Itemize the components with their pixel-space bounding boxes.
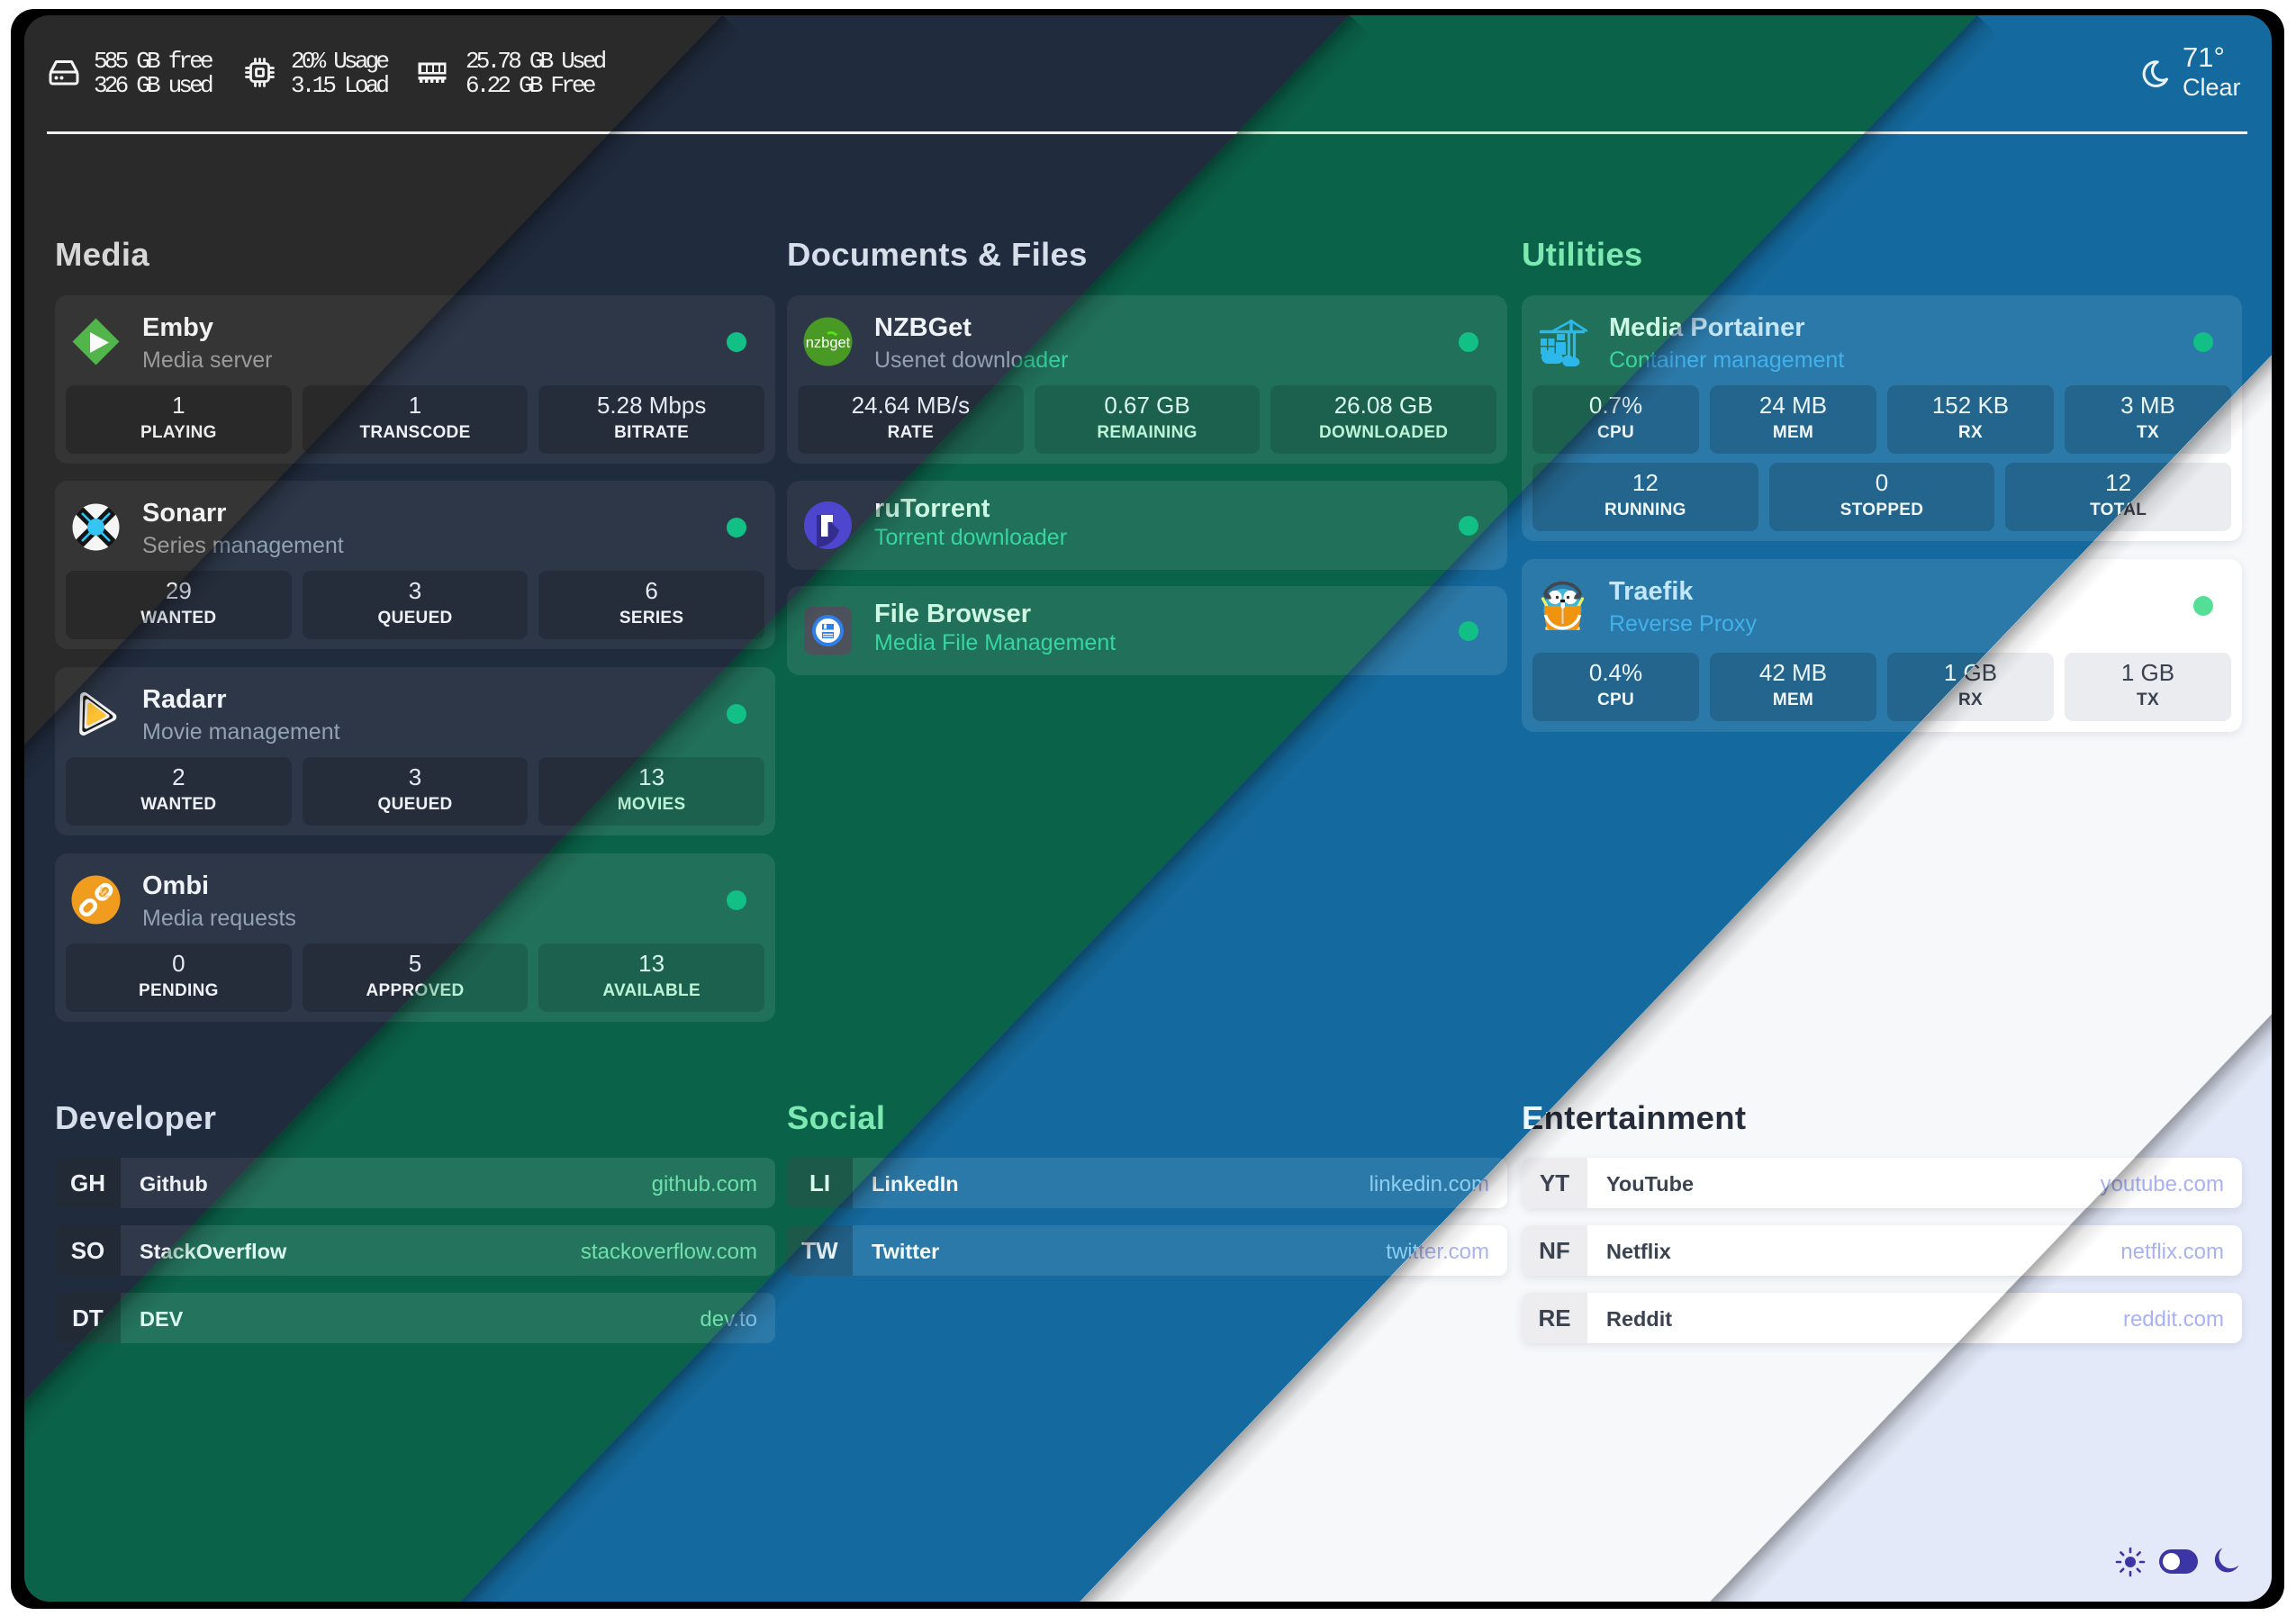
svg-text:nzbget: nzbget bbox=[806, 335, 851, 351]
